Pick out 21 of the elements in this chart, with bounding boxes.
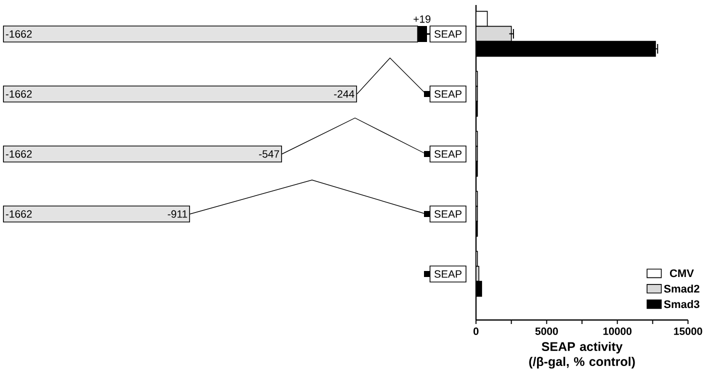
- text: -911: [168, 210, 188, 218]
- text: SEAP: [434, 150, 462, 158]
- text: -547: [259, 150, 280, 158]
- text: -244: [334, 90, 354, 98]
- text: SEAP: [434, 30, 462, 38]
- x-tick-label: 15000: [674, 328, 702, 335]
- text: -1662: [6, 210, 32, 218]
- text: -1662: [6, 90, 32, 98]
- text: SEAP: [434, 90, 462, 98]
- x-tick-label: 5000: [535, 328, 558, 335]
- text: +19: [414, 15, 430, 23]
- x-tick-label: 10000: [603, 328, 632, 335]
- legend-label: Smad2: [664, 284, 700, 293]
- x-tick-label: 0: [473, 328, 478, 335]
- text: -1662: [6, 30, 32, 38]
- text: SEAP: [434, 210, 462, 218]
- legend-label: CMV: [670, 269, 694, 278]
- text: -1662: [6, 150, 32, 158]
- legend-label: Smad3: [664, 300, 700, 308]
- x-axis-title: SEAP activity (/β-gal, % control): [529, 342, 635, 369]
- text: SEAP: [434, 270, 462, 278]
